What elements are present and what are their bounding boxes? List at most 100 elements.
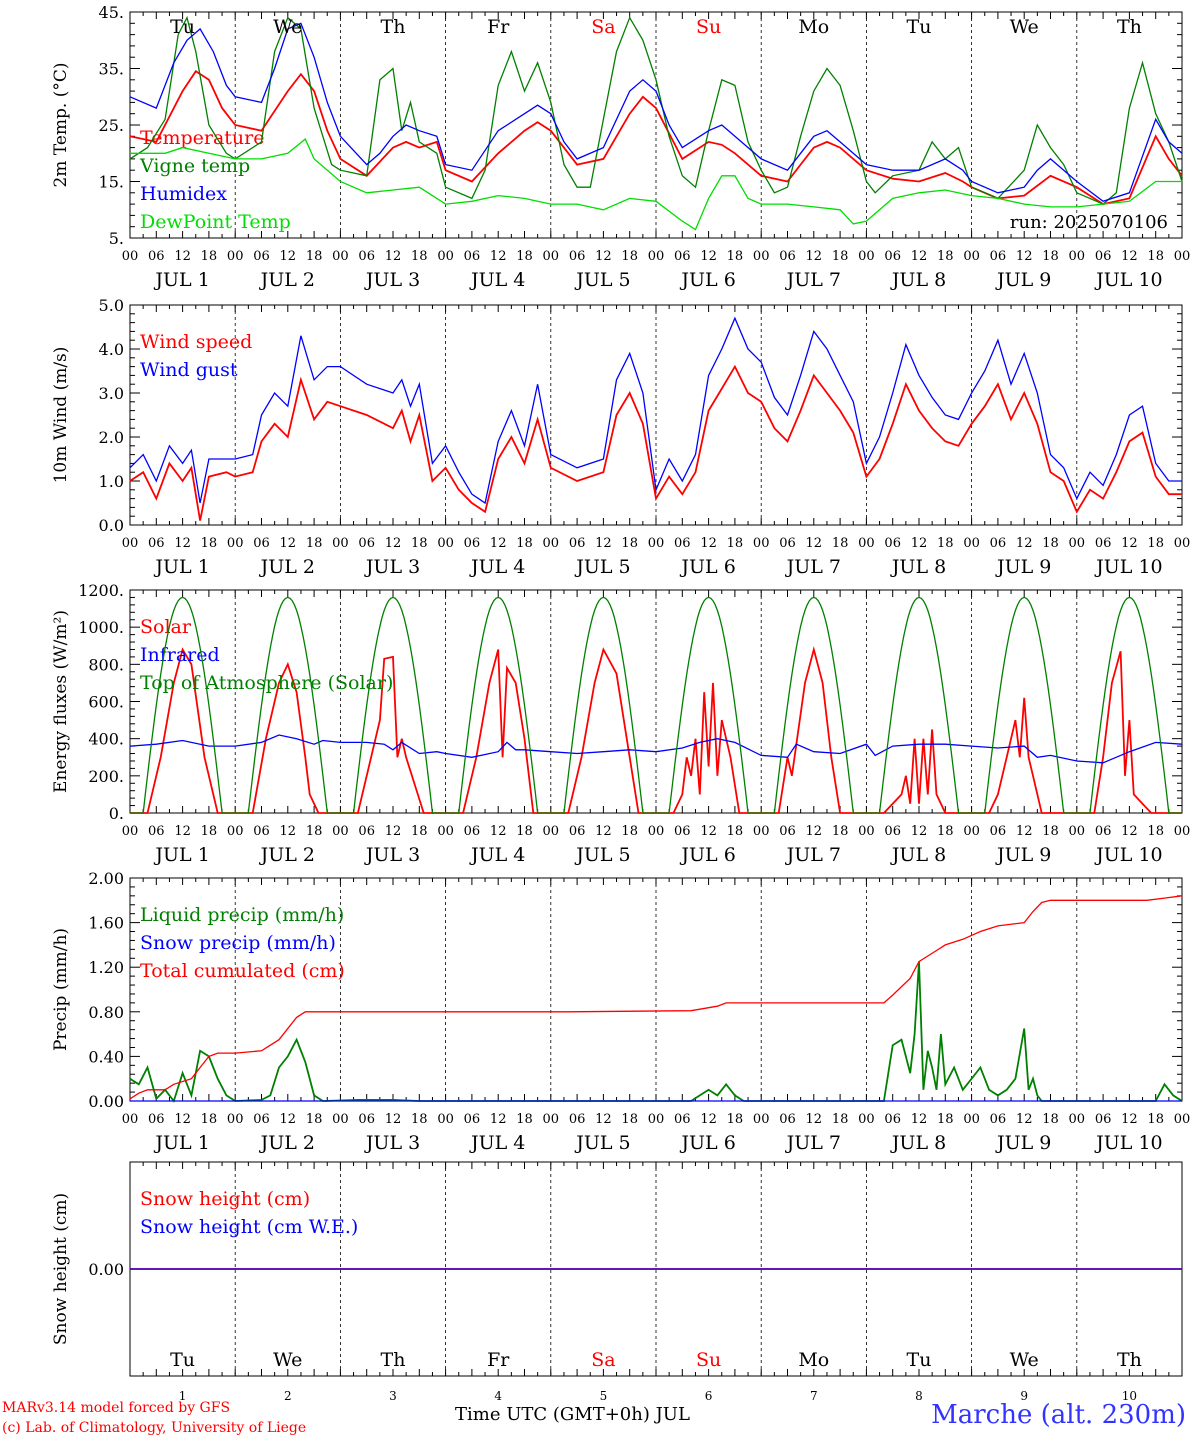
legend-entry: Liquid precip (mm/h) [140,904,344,926]
x-hour-label: 00 [227,536,244,551]
x-hour-label: 00 [858,824,875,839]
x-hour-label: 00 [1069,249,1086,264]
x-hour-label: 12 [806,1112,823,1127]
x-hour-label: 06 [779,824,796,839]
x-hour-label: 12 [595,249,612,264]
x-hour-label: 06 [148,536,165,551]
weekday-label-bottom: Sa [591,1349,615,1371]
x-hour-label: 06 [779,1112,796,1127]
x-day-label: JUL 8 [890,1132,946,1154]
weekday-label: Tu [907,16,932,38]
x-day-label: JUL 5 [574,269,630,291]
weekday-label: We [1010,16,1039,38]
x-hour-label: 18 [621,1112,638,1127]
x-hour-label: 00 [543,536,560,551]
x-hour-label: 06 [148,824,165,839]
x-day-label: JUL 7 [785,269,841,291]
x-day-label: JUL 9 [995,556,1051,578]
day-number: 7 [810,1389,818,1403]
x-hour-label: 12 [700,536,717,551]
y-tick-label: 200. [88,767,124,786]
series-line [129,961,1183,1103]
x-hour-label: 00 [858,536,875,551]
x-hour-label: 00 [543,249,560,264]
x-hour-label: 12 [911,824,928,839]
x-hour-label: 12 [806,824,823,839]
x-hour-label: 18 [1147,536,1164,551]
x-hour-label: 12 [174,1112,191,1127]
x-day-label: JUL 8 [890,556,946,578]
x-day-label: JUL 8 [890,269,946,291]
weekday-label: Mo [798,16,829,38]
x-hour-label: 18 [306,536,323,551]
weekday-label-bottom: Tu [170,1349,195,1371]
x-hour-label: 12 [280,1112,297,1127]
x-hour-label: 06 [884,824,901,839]
x-day-label: JUL 6 [679,1132,735,1154]
x-hour-label: 00 [1174,536,1191,551]
legend-entry: Wind speed [140,331,252,353]
x-day-label: JUL 1 [153,844,209,866]
y-tick-label: 5. [109,229,124,248]
x-day-label: JUL 1 [153,1132,209,1154]
y-tick-label: 1000. [78,618,124,637]
x-day-label: JUL 3 [364,1132,420,1154]
x-hour-label: 06 [358,824,375,839]
x-hour-label: 18 [937,249,954,264]
x-hour-label: 18 [201,249,218,264]
day-number: 4 [494,1389,502,1403]
x-day-label: JUL 4 [469,1132,525,1154]
x-hour-label: 00 [332,1112,349,1127]
series-line [129,364,1182,521]
x-hour-label: 00 [753,1112,770,1127]
x-hour-label: 18 [411,1112,428,1127]
x-hour-label: 06 [253,536,270,551]
x-hour-label: 00 [753,824,770,839]
x-day-label: JUL 2 [259,844,315,866]
y-tick-label: 0. [109,804,124,823]
x-axis-title: Time UTC (GMT+0h) JUL [455,1404,690,1425]
x-hour-label: 18 [201,536,218,551]
x-hour-label: 12 [595,536,612,551]
x-day-label: JUL 5 [574,556,630,578]
x-hour-label: 06 [358,249,375,264]
x-day-label: JUL 6 [679,844,735,866]
legend-entry: Vigne temp [139,155,250,177]
credit-lab: (c) Lab. of Climatology, University of L… [2,1420,307,1436]
series-line [130,138,1182,231]
x-day-label: JUL 8 [890,844,946,866]
x-hour-label: 00 [227,249,244,264]
series-line [129,316,1182,505]
x-hour-label: 06 [358,1112,375,1127]
legend-entry: Humidex [140,183,227,205]
x-hour-label: 12 [280,536,297,551]
legend-entry: Snow height (cm) [140,1188,310,1210]
x-hour-label: 00 [1174,1112,1191,1127]
x-hour-label: 00 [858,1112,875,1127]
y-tick-label: 0.00 [88,1092,124,1111]
x-hour-label: 12 [700,249,717,264]
legend-entry: Temperature [140,127,264,149]
weekday-label: Tu [170,16,195,38]
x-day-label: JUL 9 [995,269,1051,291]
x-hour-label: 12 [490,1112,507,1127]
y-axis-label: Energy fluxes (W/m²) [51,610,71,793]
x-day-label: JUL 2 [259,269,315,291]
x-day-label: JUL 9 [995,1132,1051,1154]
x-day-label: JUL 5 [574,844,630,866]
x-hour-label: 06 [779,249,796,264]
x-hour-label: 18 [1042,1112,1059,1127]
y-tick-label: 2.0 [99,428,124,447]
x-hour-label: 12 [1121,536,1138,551]
legend-entry: Snow precip (mm/h) [140,932,336,954]
x-hour-label: 12 [700,824,717,839]
x-hour-label: 12 [385,1112,402,1127]
x-hour-label: 12 [1016,824,1033,839]
weekday-label: Su [696,16,721,38]
y-tick-label: 3.0 [99,384,124,403]
x-hour-label: 18 [937,1112,954,1127]
x-hour-label: 00 [227,824,244,839]
y-tick-label: 1200. [78,581,124,600]
x-hour-label: 00 [543,1112,560,1127]
